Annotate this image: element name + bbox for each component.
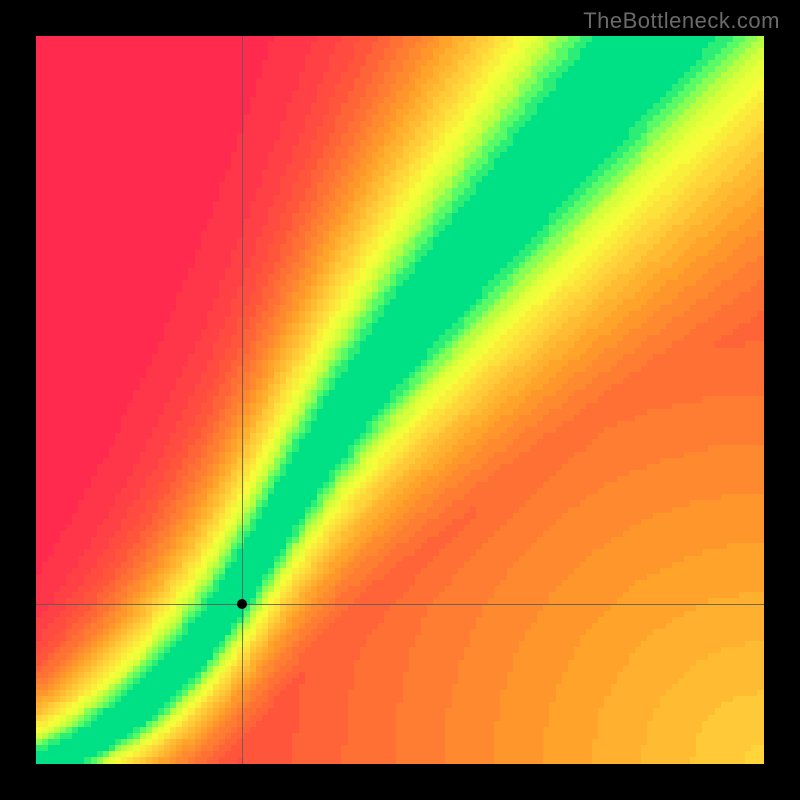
crosshair-marker xyxy=(237,599,247,609)
crosshair-vertical xyxy=(242,36,243,764)
bottleneck-heatmap xyxy=(36,36,764,764)
watermark-text: TheBottleneck.com xyxy=(583,8,780,34)
crosshair-horizontal xyxy=(36,604,764,605)
heatmap-area xyxy=(36,36,764,764)
chart-container: TheBottleneck.com xyxy=(0,0,800,800)
